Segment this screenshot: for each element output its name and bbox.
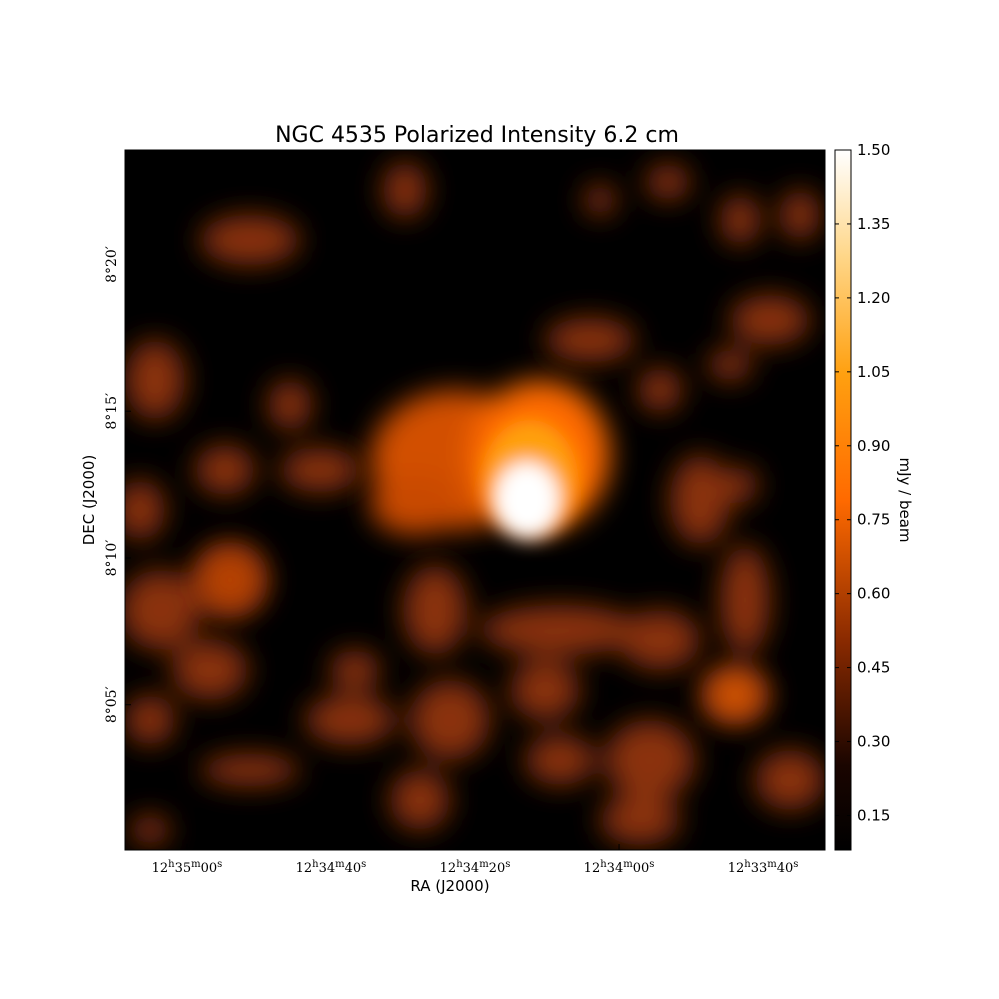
x-tick-label: 12h35m00s xyxy=(152,859,223,876)
y-tick-label: 8°15′ xyxy=(104,393,120,430)
intensity-image xyxy=(125,150,825,850)
colorbar-tick-label: 1.50 xyxy=(857,141,890,159)
colorbar-tick-label: 0.45 xyxy=(857,659,890,677)
colorbar-tick-label: 0.60 xyxy=(857,585,890,603)
x-tick-label: 12h33m40s xyxy=(728,859,799,876)
colorbar-tick-label: 1.35 xyxy=(857,215,890,233)
chart-title: NGC 4535 Polarized Intensity 6.2 cm xyxy=(275,123,679,148)
colorbar-tick-label: 0.15 xyxy=(857,806,890,824)
colorbar-tick-label: 0.30 xyxy=(857,733,890,751)
x-tick-label: 12h34m20s xyxy=(440,859,511,876)
x-axis-label: RA (J2000) xyxy=(410,877,489,895)
colorbar-tick-label: 1.20 xyxy=(857,289,890,307)
colorbar-label: mJy / beam xyxy=(896,457,914,542)
y-tick-label: 8°10′ xyxy=(104,540,120,577)
y-tick-label: 8°20′ xyxy=(104,246,120,283)
y-axis-label: DEC (J2000) xyxy=(80,455,98,546)
x-tick-label: 12h34m00s xyxy=(584,859,655,876)
colorbar-tick-label: 0.90 xyxy=(857,437,890,455)
y-tick-label: 8°05′ xyxy=(104,686,120,723)
colorbar-tick-label: 1.05 xyxy=(857,363,890,381)
colorbar xyxy=(834,149,852,851)
colorbar-tick-label: 0.75 xyxy=(857,511,890,529)
x-tick-label: 12h34m40s xyxy=(296,859,367,876)
